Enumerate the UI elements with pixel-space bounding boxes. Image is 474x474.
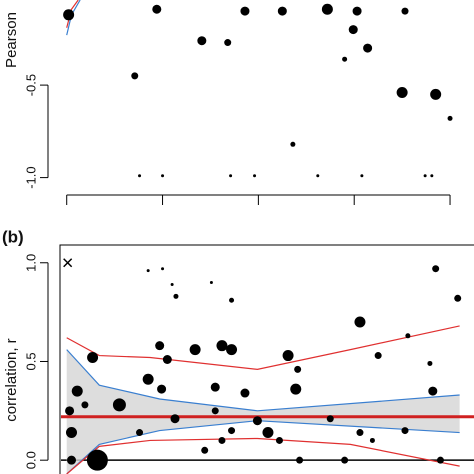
point <box>369 437 375 443</box>
point <box>162 355 172 364</box>
point <box>81 401 89 409</box>
point <box>374 352 382 360</box>
point <box>401 7 409 15</box>
curve <box>66 349 460 412</box>
point <box>173 293 179 299</box>
point <box>405 333 411 339</box>
point <box>142 373 154 385</box>
point <box>352 6 362 16</box>
point <box>432 265 440 273</box>
point <box>316 174 320 178</box>
curve <box>66 0 79 28</box>
point <box>86 449 108 471</box>
point <box>209 281 213 285</box>
point <box>296 456 304 464</box>
point <box>229 174 233 178</box>
point <box>401 427 409 435</box>
plot-area <box>61 265 474 474</box>
y-tick-label: -1.0 <box>23 166 38 188</box>
curve <box>66 325 460 370</box>
y-tick-label: 1.0 <box>23 254 38 272</box>
curve <box>66 420 460 474</box>
plot-area <box>63 0 453 178</box>
y-tick-label: -0.5 <box>23 74 38 96</box>
point <box>210 382 220 392</box>
point <box>427 360 433 366</box>
plot-frame <box>59 244 474 474</box>
point <box>396 87 408 98</box>
confidence-band <box>66 349 460 474</box>
point <box>454 294 462 302</box>
point <box>157 384 167 394</box>
y-axis-label: correlation, r <box>3 338 20 421</box>
point <box>326 415 334 423</box>
point <box>218 436 226 444</box>
point <box>216 340 228 352</box>
point <box>146 269 150 273</box>
point <box>360 174 364 178</box>
y-tick-label: 0.0 <box>23 451 38 469</box>
point <box>63 258 73 268</box>
point <box>211 407 219 415</box>
point <box>112 398 126 412</box>
point <box>71 385 83 397</box>
point <box>262 427 274 439</box>
point <box>155 341 165 351</box>
point <box>170 414 180 424</box>
point <box>342 56 348 62</box>
point <box>152 4 162 14</box>
point <box>253 174 257 178</box>
point <box>197 36 207 46</box>
point <box>87 352 99 364</box>
point <box>363 43 373 53</box>
point <box>290 141 296 147</box>
point <box>277 6 287 16</box>
point <box>63 9 75 21</box>
panel-label: (b) <box>2 227 24 246</box>
point <box>229 297 235 303</box>
point <box>66 427 77 439</box>
point <box>67 455 76 465</box>
point <box>136 429 144 437</box>
point <box>275 436 283 444</box>
point <box>447 115 453 121</box>
y-axis-label: Pearson <box>3 12 20 68</box>
point <box>430 88 442 100</box>
point <box>252 416 262 426</box>
point <box>290 383 302 395</box>
point <box>356 429 364 437</box>
point <box>348 25 358 35</box>
point <box>282 350 294 362</box>
curve <box>66 437 460 474</box>
y-tick-label: 0.5 <box>23 352 38 370</box>
point <box>189 344 201 356</box>
point <box>321 3 333 15</box>
point <box>436 456 444 464</box>
point <box>224 39 232 47</box>
point <box>161 174 165 178</box>
point <box>170 282 174 286</box>
point <box>423 174 427 178</box>
point <box>228 427 236 435</box>
point <box>240 388 250 398</box>
point <box>341 456 349 464</box>
point <box>354 316 366 328</box>
point <box>294 365 302 373</box>
point <box>161 267 165 271</box>
point <box>240 6 250 16</box>
point <box>430 174 434 178</box>
point <box>65 406 75 416</box>
point <box>226 344 238 356</box>
point <box>131 72 139 80</box>
point <box>138 174 142 178</box>
point <box>201 446 209 454</box>
point <box>428 386 438 396</box>
